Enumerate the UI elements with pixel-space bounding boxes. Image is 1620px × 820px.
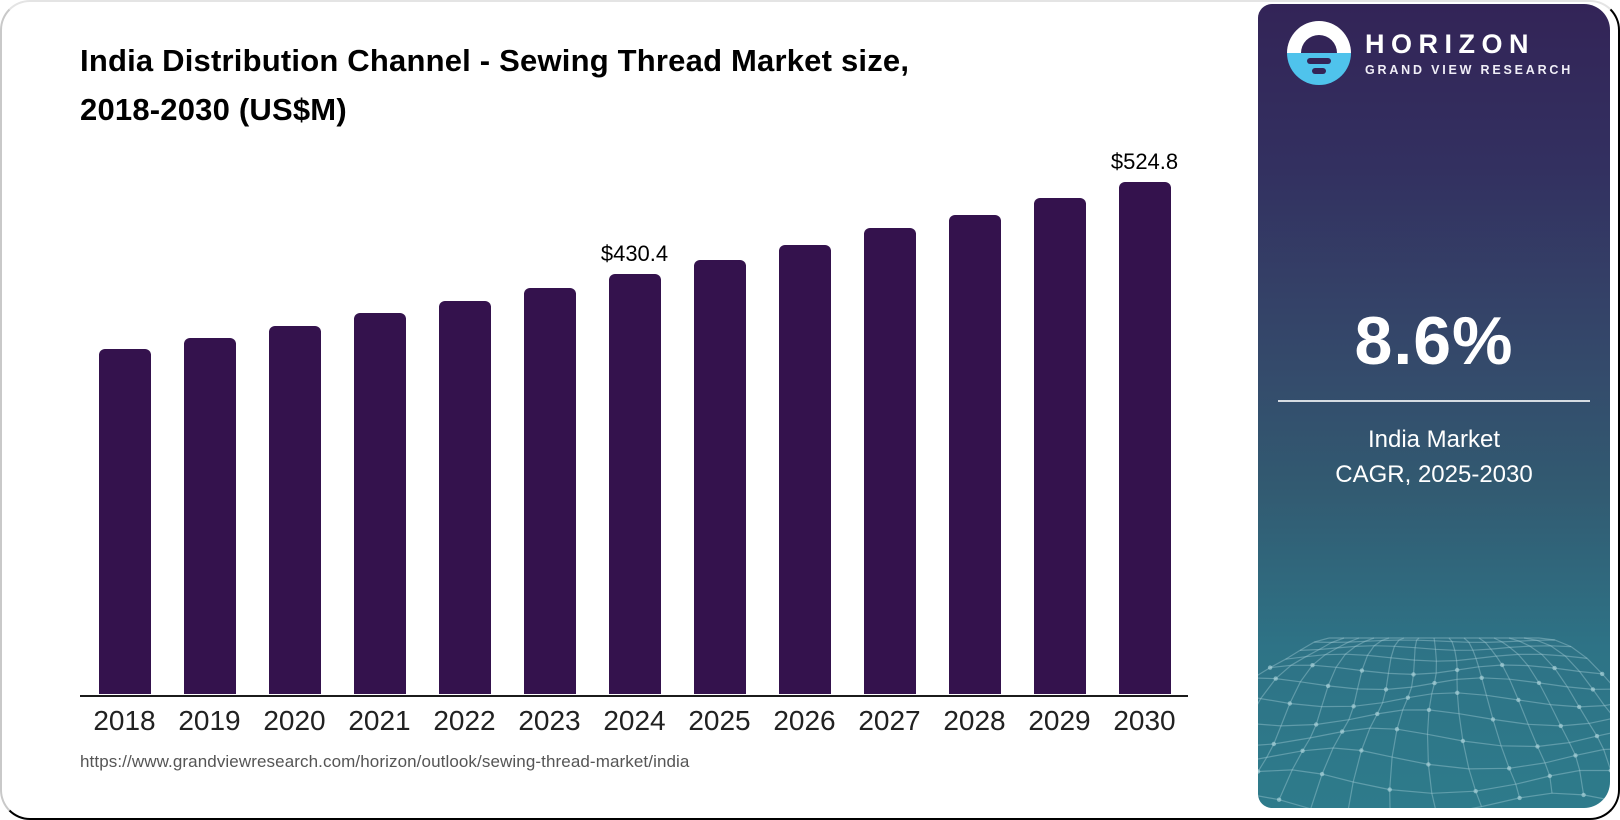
x-tick-2023: 2023 [518, 705, 581, 736]
bar-column-2022 [422, 268, 507, 694]
horizon-sun-logo-icon [1287, 21, 1351, 85]
chart-title-line1: India Distribution Channel - Sewing Thre… [80, 43, 910, 78]
bar-column-2029 [1017, 165, 1102, 694]
x-tick-2028: 2028 [943, 705, 1006, 736]
bars-container: $430.4 $524.8 [82, 134, 1187, 694]
bar-column-2026 [762, 212, 847, 694]
brand-text: HORIZON GRAND VIEW RESEARCH [1365, 29, 1573, 77]
cagr-divider [1278, 400, 1590, 402]
bar-column-2030: $524.8 [1102, 149, 1187, 694]
x-tick-2018: 2018 [93, 705, 156, 736]
x-tick-2022: 2022 [433, 705, 496, 736]
cagr-value: 8.6% [1354, 303, 1514, 379]
bar-chart: $430.4 $524.8 [82, 149, 1187, 734]
x-tick-2029: 2029 [1028, 705, 1091, 736]
wireframe-mesh-decoration [1258, 637, 1610, 808]
bar-column-2024: $430.4 [592, 241, 677, 694]
bar-2023 [523, 288, 576, 694]
bar-column-2025 [677, 227, 762, 694]
bar-2028 [948, 215, 1001, 694]
x-axis-ticks: 2018 2019 2020 2021 2022 2023 2024 2025 2026 2027… [82, 705, 1187, 737]
chart-area: India Distribution Channel - Sewing Thre… [2, 2, 1255, 818]
bar-2022 [438, 301, 491, 694]
bar-column-2018 [82, 316, 167, 694]
bar-2024 [608, 274, 661, 694]
bar-column-2020 [252, 293, 337, 694]
x-tick-2030: 2030 [1113, 705, 1176, 736]
horizon-logo: HORIZON GRAND VIEW RESEARCH [1287, 21, 1573, 85]
chart-title: India Distribution Channel - Sewing Thre… [80, 36, 909, 134]
x-axis-line [80, 695, 1188, 697]
x-tick-2027: 2027 [858, 705, 921, 736]
bar-column-2019 [167, 305, 252, 694]
brand-subname: GRAND VIEW RESEARCH [1365, 63, 1574, 77]
bar-column-2027 [847, 195, 932, 694]
sidebar: HORIZON GRAND VIEW RESEARCH 8.6% India M… [1258, 4, 1610, 808]
bar-2030 [1118, 182, 1171, 694]
bar-value-label-2024: $430.4 [600, 241, 669, 266]
x-tick-2025: 2025 [688, 705, 751, 736]
bar-column-2028 [932, 182, 1017, 694]
x-tick-2020: 2020 [263, 705, 326, 736]
bar-2019 [183, 338, 236, 694]
cagr-label-line1: India Market [1367, 425, 1501, 453]
brand-name: HORIZON [1365, 29, 1535, 59]
bar-2029 [1033, 198, 1086, 694]
cagr-label-line2: CAGR, 2025-2030 [1335, 460, 1533, 488]
x-tick-2026: 2026 [773, 705, 836, 736]
bar-column-2023 [507, 255, 592, 694]
cagr-block: 8.6% India Market CAGR, 2025-2030 [1258, 302, 1610, 492]
chart-title-line2: 2018-2030 (US$M) [80, 92, 347, 127]
bar-2026 [778, 245, 831, 694]
bar-2021 [353, 313, 406, 694]
x-tick-2019: 2019 [178, 705, 241, 736]
bar-2020 [268, 326, 321, 694]
source-url: https://www.grandviewresearch.com/horizo… [80, 752, 690, 771]
bar-2025 [693, 260, 746, 694]
bar-2027 [863, 228, 916, 694]
x-tick-2024: 2024 [603, 705, 666, 736]
x-tick-2021: 2021 [348, 705, 411, 736]
bar-column-2021 [337, 280, 422, 694]
bar-value-label-2030: $524.8 [1110, 149, 1179, 174]
bar-2018 [98, 349, 151, 694]
